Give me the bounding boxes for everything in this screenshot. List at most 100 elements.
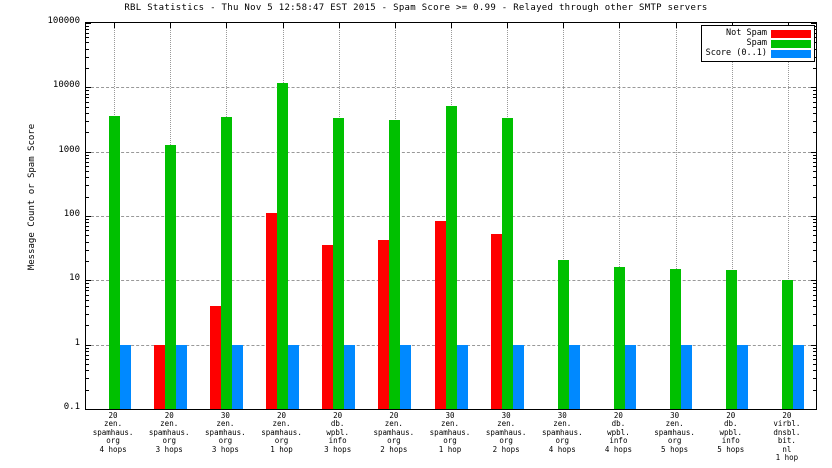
bar-score bbox=[568, 344, 580, 409]
y-minor-tick bbox=[813, 101, 816, 103]
y-minor-tick bbox=[86, 225, 89, 227]
y-minor-tick bbox=[813, 90, 816, 92]
legend-swatch-score bbox=[771, 49, 811, 58]
y-minor-tick bbox=[813, 347, 816, 349]
legend-entry-not-spam: Not Spam bbox=[706, 29, 811, 38]
bar-notspam bbox=[153, 344, 165, 409]
y-minor-tick bbox=[86, 25, 89, 27]
y-minor-tick bbox=[86, 165, 89, 167]
x-tick-label: 20 db. wpbl. info 3 hops bbox=[324, 411, 352, 454]
bar-spam bbox=[726, 269, 738, 409]
y-minor-tick bbox=[86, 32, 89, 34]
y-minor-tick bbox=[86, 196, 89, 198]
y-minor-tick bbox=[813, 364, 816, 366]
bar-spam bbox=[108, 115, 120, 409]
x-tick-label: 20 virbl. dnsbl. bit. nl 1 hop bbox=[773, 411, 801, 463]
bar-notspam bbox=[266, 213, 278, 409]
y-minor-tick bbox=[813, 171, 816, 173]
y-minor-tick bbox=[86, 177, 89, 179]
vertical-gridline bbox=[619, 23, 620, 409]
y-minor-tick bbox=[86, 350, 89, 352]
bar-spam bbox=[277, 83, 289, 409]
y-minor-tick bbox=[813, 222, 816, 224]
y-minor-tick bbox=[813, 93, 816, 95]
y-minor-tick bbox=[813, 132, 816, 134]
x-tick-mark bbox=[226, 23, 227, 28]
y-minor-tick bbox=[86, 378, 89, 380]
y-minor-tick bbox=[813, 218, 816, 220]
y-minor-tick bbox=[86, 290, 89, 292]
y-tick-mark bbox=[86, 151, 91, 153]
y-minor-tick bbox=[813, 354, 816, 356]
bar-score bbox=[119, 344, 131, 409]
y-minor-tick bbox=[86, 260, 89, 262]
y-tick-mark bbox=[86, 409, 91, 410]
y-axis-tick-labels: 100000 10000 1000 100 10 1 0.1 bbox=[8, 0, 80, 468]
y-minor-tick bbox=[86, 90, 89, 92]
y-minor-tick bbox=[813, 165, 816, 167]
y-tick-mark bbox=[811, 344, 816, 346]
vertical-gridline bbox=[676, 23, 677, 409]
y-minor-tick bbox=[86, 241, 89, 243]
y-minor-tick bbox=[86, 29, 89, 31]
y-minor-tick bbox=[813, 157, 816, 159]
bar-spam bbox=[389, 120, 401, 409]
vertical-gridline bbox=[732, 23, 733, 409]
y-minor-tick bbox=[86, 354, 89, 356]
y-tick-mark bbox=[811, 216, 816, 217]
y-tick-label: 0.1 bbox=[63, 402, 80, 412]
x-tick-mark bbox=[507, 23, 508, 28]
y-minor-tick bbox=[86, 230, 89, 232]
bar-score bbox=[456, 344, 468, 409]
legend-swatch-spam bbox=[771, 39, 811, 48]
bar-notspam bbox=[209, 305, 221, 409]
y-minor-tick bbox=[813, 154, 816, 156]
y-minor-tick bbox=[813, 299, 816, 301]
bar-spam bbox=[333, 118, 345, 409]
y-minor-tick bbox=[86, 101, 89, 103]
y-tick-mark bbox=[811, 23, 816, 24]
bar-score bbox=[231, 344, 243, 409]
y-minor-tick bbox=[86, 42, 89, 44]
x-tick-label: 30 zen. spamhaus. org 1 hop bbox=[429, 411, 471, 454]
y-minor-tick bbox=[86, 112, 89, 114]
bar-spam bbox=[782, 280, 794, 409]
y-minor-tick bbox=[86, 222, 89, 224]
chart-title: RBL Statistics - Thu Nov 5 12:58:47 EST … bbox=[124, 3, 708, 13]
y-minor-tick bbox=[813, 230, 816, 232]
legend-entry-spam: Spam bbox=[706, 39, 811, 48]
y-minor-tick bbox=[813, 313, 816, 315]
bar-score bbox=[512, 344, 524, 409]
legend-label-spam: Spam bbox=[746, 38, 767, 48]
x-tick-mark bbox=[114, 23, 115, 28]
y-minor-tick bbox=[813, 97, 816, 99]
y-minor-tick bbox=[86, 235, 89, 237]
y-tick-mark bbox=[811, 409, 816, 410]
y-minor-tick bbox=[813, 283, 816, 285]
y-tick-label: 10000 bbox=[52, 80, 80, 91]
y-minor-tick bbox=[86, 93, 89, 95]
y-minor-tick bbox=[813, 389, 816, 391]
y-minor-tick bbox=[86, 97, 89, 99]
x-tick-mark bbox=[170, 23, 171, 28]
x-tick-label: 20 zen. spamhaus. org 4 hops bbox=[92, 411, 134, 454]
y-minor-tick bbox=[813, 241, 816, 243]
y-minor-tick bbox=[813, 350, 816, 352]
y-minor-tick bbox=[813, 294, 816, 296]
y-tick-mark bbox=[86, 344, 91, 346]
bar-score bbox=[681, 344, 693, 409]
x-tick-mark bbox=[283, 23, 284, 28]
y-minor-tick bbox=[813, 235, 816, 237]
y-minor-tick bbox=[86, 294, 89, 296]
y-minor-tick bbox=[86, 56, 89, 58]
y-tick-label: 100 bbox=[63, 209, 80, 219]
y-minor-tick bbox=[813, 260, 816, 262]
y-tick-mark bbox=[86, 280, 91, 282]
y-minor-tick bbox=[86, 389, 89, 391]
y-minor-tick bbox=[813, 370, 816, 372]
y-minor-tick bbox=[86, 299, 89, 301]
y-minor-tick bbox=[813, 67, 816, 69]
y-minor-tick bbox=[86, 37, 89, 39]
y-minor-tick bbox=[86, 283, 89, 285]
